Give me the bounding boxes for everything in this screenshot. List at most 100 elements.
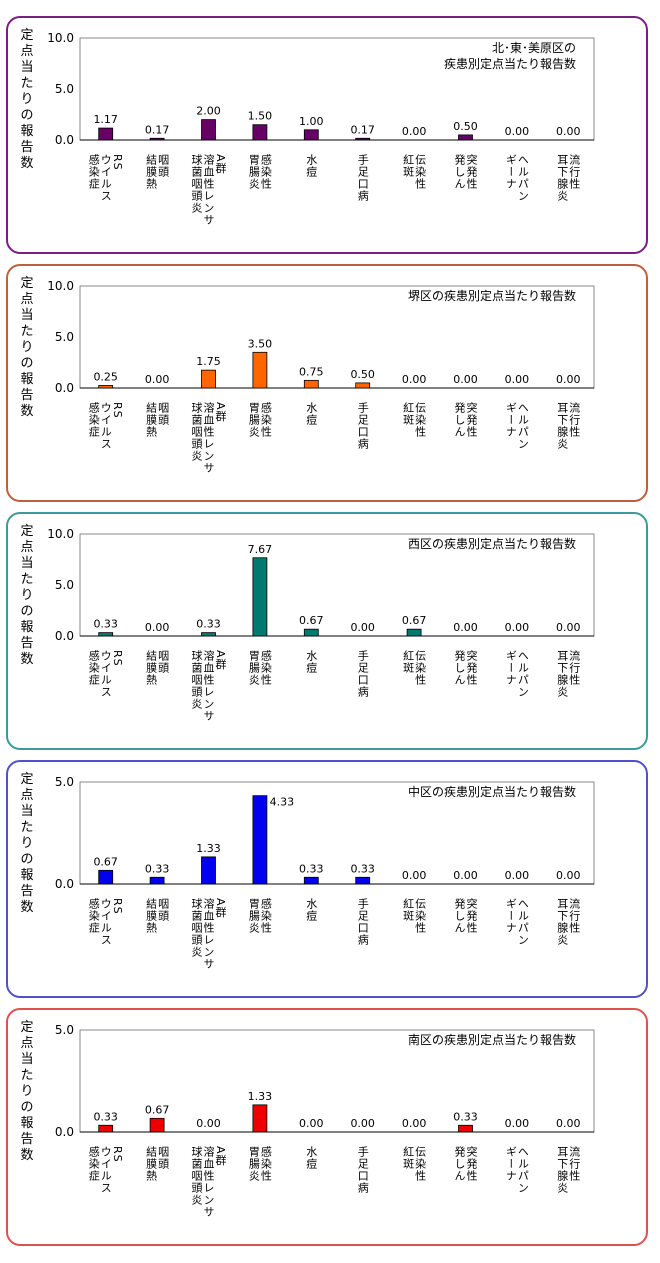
x-category-label: 胃腸炎	[247, 898, 260, 934]
y-tick-label: 0.0	[55, 381, 74, 395]
x-category-label: 手足口病	[356, 401, 369, 450]
plot-area	[79, 781, 595, 885]
x-category-label: 伝染性	[414, 154, 427, 190]
bar	[149, 876, 165, 885]
x-category-label: 感染性	[259, 154, 272, 190]
x-category-label: ギーナ	[504, 1146, 517, 1182]
bar	[98, 632, 114, 637]
x-category-label: RS	[111, 1146, 124, 1163]
x-category-label: 流行性	[568, 649, 581, 686]
x-category-label: 発しん	[453, 1145, 466, 1182]
data-label: 0.00	[350, 621, 375, 634]
x-category-label: RS	[111, 154, 124, 171]
data-label: 0.00	[556, 621, 581, 634]
x-category-label: 耳下腺炎	[556, 650, 569, 698]
x-category-label: 紅斑	[402, 898, 415, 922]
data-label: 0.67	[145, 1103, 170, 1116]
x-category-label: 伝染性	[414, 1146, 427, 1182]
data-label: 0.00	[402, 125, 427, 138]
bar	[252, 1104, 268, 1133]
data-label: 3.50	[248, 337, 273, 350]
y-tick-label: 10.0	[47, 31, 74, 45]
chart-title-line: 北･東･美原区の	[492, 41, 576, 55]
bar	[252, 124, 268, 141]
chart-panel-3: 定点当たりの報告数 0.0 5.0 10.0 西区の疾患別定点当たり報告数 0.33 0.0…	[6, 512, 648, 750]
chart-panel-1: 定点当たりの報告数 0.0 5.0 10.0 北･東･美原区の 疾患別定点当たり報告数 1.…	[6, 16, 648, 254]
y-tick-label: 5.0	[55, 578, 74, 592]
data-label: 0.67	[93, 855, 118, 868]
bar	[149, 1117, 165, 1133]
data-label: 0.00	[556, 373, 581, 386]
plot-area	[79, 37, 595, 141]
bar	[98, 869, 114, 885]
bar	[98, 127, 114, 141]
bar	[201, 632, 216, 637]
x-category-label: A群	[214, 1146, 227, 1167]
chart-title-line: 中区の疾患別定点当たり報告数	[408, 784, 576, 799]
data-label: 0.00	[556, 125, 581, 138]
bar	[201, 119, 216, 141]
x-category-label: ウイルス	[99, 402, 112, 450]
data-label: 0.17	[145, 123, 170, 136]
x-category-label: 手足口病	[356, 153, 369, 202]
x-category-label: ギーナ	[504, 402, 517, 438]
x-category-label: 溶血性レンサ	[202, 153, 215, 226]
x-category-label: 胃腸炎	[247, 154, 260, 190]
bar	[252, 795, 268, 885]
data-label: 0.00	[556, 1117, 581, 1130]
x-category-label: 耳下腺炎	[556, 1146, 569, 1194]
x-category-label: 咽頭	[157, 402, 170, 426]
x-category-label: 耳下腺炎	[556, 402, 569, 450]
data-label: 0.17	[350, 123, 375, 136]
x-category-label: RS	[111, 898, 124, 915]
x-category-label: 溶血性レンサ	[202, 1145, 215, 1218]
data-label: 0.00	[299, 1117, 324, 1130]
x-category-label: 感染性	[259, 650, 272, 686]
x-category-label: 感染症	[87, 154, 100, 190]
data-label: 0.75	[299, 365, 324, 378]
data-label: 1.33	[248, 1090, 273, 1103]
x-category-label: 流行性	[568, 897, 581, 934]
x-category-label: 紅斑	[402, 650, 415, 674]
x-category-label: 胃腸炎	[247, 1146, 260, 1182]
y-tick-label: 0.0	[55, 877, 74, 891]
chart-title-line: 南区の疾患別定点当たり報告数	[408, 1032, 576, 1047]
x-category-label: 耳下腺炎	[556, 154, 569, 202]
data-label: 1.50	[248, 110, 273, 123]
x-category-label: 発しん	[453, 897, 466, 934]
x-category-label: 感染症	[87, 650, 100, 686]
x-category-label: 流行性	[568, 401, 581, 438]
bar	[252, 351, 268, 389]
bar	[355, 137, 371, 141]
x-category-label: 水痘	[305, 650, 318, 674]
bar	[458, 1124, 473, 1133]
bar-chart-svg: 0.0 5.0 10.0 西区の疾患別定点当たり報告数 0.33 0.00 0.33 7.67…	[47, 527, 595, 722]
x-category-label: 球菌咽頭炎	[190, 649, 203, 710]
chart-panel-4: 定点当たりの報告数 0.0 5.0 中区の疾患別定点当たり報告数 0.67 0.33 1.3…	[6, 760, 648, 998]
data-label: 1.33	[196, 842, 221, 855]
y-tick-label: 5.0	[55, 330, 74, 344]
y-axis-label: 定点当たりの報告数	[20, 28, 34, 171]
x-category-label: 耳下腺炎	[556, 898, 569, 946]
data-label: 1.75	[196, 355, 221, 368]
data-label: 0.00	[453, 621, 478, 634]
bar	[303, 876, 319, 885]
x-category-label: 咽頭	[157, 898, 170, 922]
x-category-label: A群	[214, 402, 227, 423]
x-category-label: 流行性	[568, 153, 581, 190]
x-category-label: ウイルス	[99, 1146, 112, 1194]
data-label: 0.00	[402, 373, 427, 386]
bar	[303, 379, 319, 389]
x-category-label: 水痘	[305, 154, 318, 178]
x-category-label: 球菌咽頭炎	[190, 153, 203, 214]
bar	[98, 385, 114, 389]
x-category-label: 感染性	[259, 898, 272, 934]
data-label: 0.00	[505, 125, 530, 138]
y-axis-label: 定点当たりの報告数	[20, 1020, 34, 1163]
data-label: 1.17	[93, 113, 118, 126]
x-category-label: 流行性	[568, 1145, 581, 1182]
data-label: 0.67	[402, 614, 427, 627]
x-category-label: 水痘	[305, 898, 318, 922]
x-category-label: ウイルス	[99, 898, 112, 946]
x-category-label: 手足口病	[356, 897, 369, 946]
